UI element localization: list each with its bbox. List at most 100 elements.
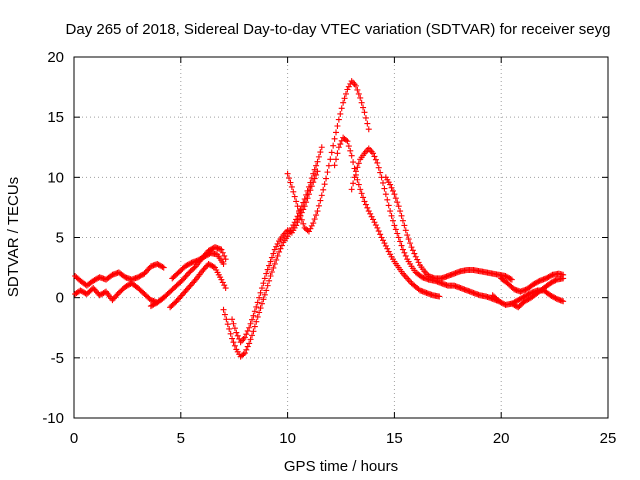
data-point [230,320,237,327]
data-point [286,175,293,182]
data-point [251,308,258,315]
data-point [436,293,443,300]
data-point [314,168,321,175]
data-point [91,286,98,293]
data-point [94,275,101,282]
data-point [257,305,264,312]
data-point [179,291,186,298]
data-point [221,252,228,259]
data-point [278,242,285,249]
data-point [224,321,231,328]
data-point [368,213,375,220]
data-point [120,273,127,280]
data-point [407,240,414,247]
data-point [246,324,253,331]
data-point [532,279,539,286]
data-point [323,175,330,182]
data-point [384,245,391,252]
data-point [295,208,302,215]
data-point [358,190,365,197]
data-point [371,219,378,226]
data-point [560,298,567,305]
data-point [354,86,361,93]
data-point [145,266,152,273]
data-point [122,283,129,290]
data-point [112,294,119,301]
data-point [381,185,388,192]
data-point [330,142,337,149]
data-point [220,260,227,267]
data-point [395,203,402,210]
data-point [337,141,344,148]
data-point [201,265,208,272]
data-point [99,290,106,297]
data-point [531,280,538,287]
data-point [348,186,355,193]
data-point [320,186,327,193]
data-point [361,198,368,205]
y-tick-label: 5 [56,230,64,247]
data-point [409,247,416,254]
data-point [159,263,166,270]
data-point [399,246,406,253]
data-point [347,147,354,154]
data-point [231,342,238,349]
data-point [401,249,408,256]
data-point [380,237,387,244]
data-point [220,306,227,313]
data-point [177,293,184,300]
data-point [181,275,188,282]
data-point [392,195,399,202]
data-point [308,222,315,229]
data-point [398,242,405,249]
data-point [199,268,206,275]
data-point [307,187,314,194]
data-point [333,156,340,163]
data-point [222,285,229,292]
data-point [191,278,198,285]
data-point [249,332,255,339]
data-point [544,274,551,281]
data-point [546,273,553,280]
data-point [114,291,121,298]
data-point [394,199,401,206]
data-point [284,170,291,177]
data-point [222,256,229,263]
data-point [321,181,328,188]
series-track-n [508,275,567,311]
data-point [92,276,99,283]
data-point [517,295,524,302]
data-point [200,266,207,273]
data-point [378,234,385,241]
data-point [141,270,148,277]
data-point [90,285,97,292]
data-point [315,202,322,209]
y-tick-label: -5 [51,350,64,367]
data-point [496,298,503,305]
data-point [293,198,300,205]
data-point [160,264,167,271]
data-point [297,212,304,219]
data-point [202,253,209,260]
data-point [182,263,189,270]
data-point [187,282,194,289]
data-point [374,224,381,231]
data-point [258,285,265,292]
data-point [209,263,216,270]
data-point [294,219,301,226]
data-point [360,194,367,201]
data-point [243,346,250,353]
data-point [392,226,399,233]
data-point [221,282,228,289]
data-point [253,318,260,325]
data-point [548,292,555,299]
data-point [221,311,228,318]
data-point [357,94,364,101]
data-point [96,292,103,299]
data-point [345,143,352,150]
data-point [182,273,189,280]
data-point [364,120,371,127]
data-point [521,298,528,305]
data-point [414,256,421,263]
